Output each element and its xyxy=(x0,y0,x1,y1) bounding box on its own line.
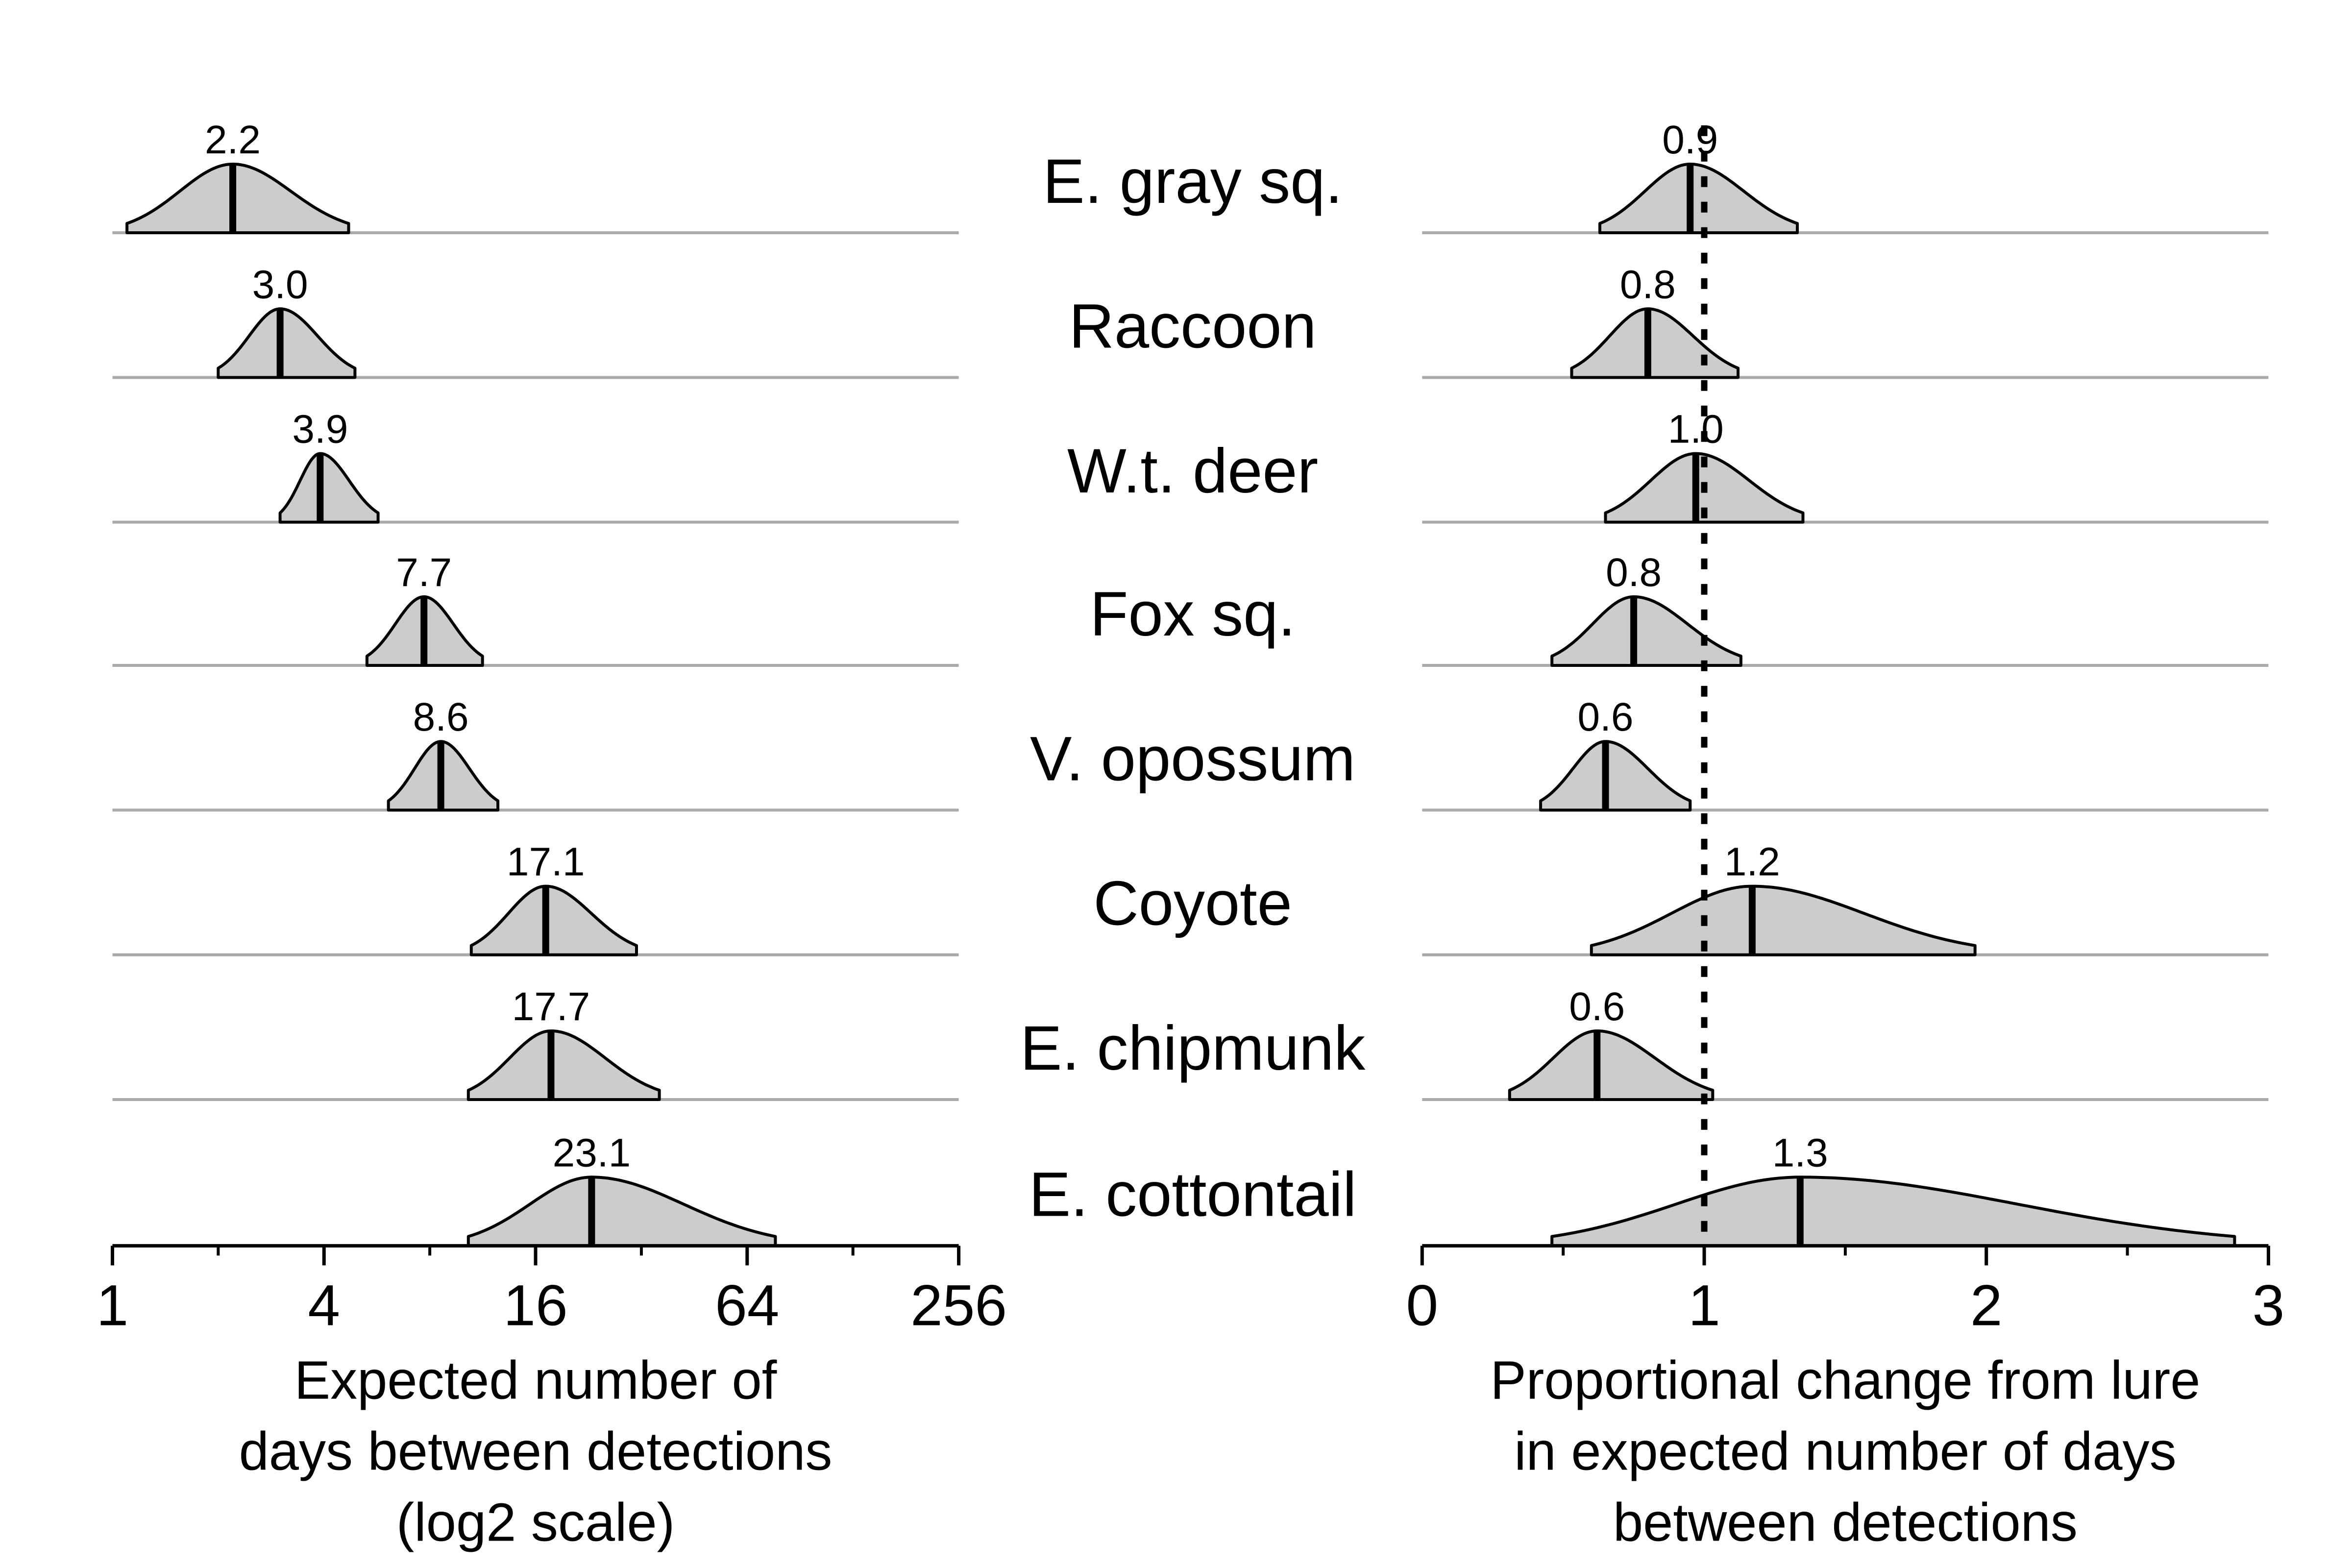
right-value-label: 0.9 xyxy=(1662,118,1718,162)
species-label: Fox sq. xyxy=(1090,579,1296,649)
left-value-label: 8.6 xyxy=(413,695,469,739)
left-value-label: 3.9 xyxy=(292,407,348,452)
left-value-label: 17.1 xyxy=(507,840,585,884)
species-label: W.t. deer xyxy=(1067,436,1318,506)
left-value-label: 2.2 xyxy=(205,118,261,162)
right-x-axis-title: in expected number of days xyxy=(1514,1421,2176,1481)
left-tick-label: 256 xyxy=(910,1273,1007,1338)
right-tick-label: 0 xyxy=(1406,1273,1439,1338)
right-density xyxy=(1550,1176,2236,1248)
right-value-label: 0.6 xyxy=(1578,695,1634,739)
right-value-label: 1.2 xyxy=(1724,840,1780,884)
right-tick-label: 2 xyxy=(1970,1273,2003,1338)
right-density xyxy=(1590,884,1977,956)
species-label: V. opossum xyxy=(1030,724,1355,794)
left-density xyxy=(217,307,357,379)
species-label: E. chipmunk xyxy=(1020,1013,1366,1083)
right-value-label: 0.6 xyxy=(1569,984,1625,1029)
left-value-label: 17.7 xyxy=(512,984,590,1029)
left-x-axis-title: Expected number of xyxy=(294,1350,777,1410)
right-x-axis-title: between detections xyxy=(1613,1492,2078,1552)
species-label: Raccoon xyxy=(1069,291,1317,361)
species-label: E. cottontail xyxy=(1029,1159,1357,1229)
left-x-axis-title: (log2 scale) xyxy=(396,1492,675,1552)
left-density xyxy=(466,1176,777,1248)
species-labels: E. gray sq. Raccoon W.t. deer Fox sq. V. opo… xyxy=(1020,147,1366,1229)
right-value-label: 0.8 xyxy=(1606,550,1662,595)
right-tick-label: 3 xyxy=(2253,1273,2285,1338)
right-density xyxy=(1550,595,1742,667)
right-x-axis-title: Proportional change from lure xyxy=(1490,1350,2200,1410)
right-value-label: 1.0 xyxy=(1668,407,1724,452)
left-tick-label: 64 xyxy=(715,1273,779,1338)
left-value-label: 3.0 xyxy=(252,262,308,307)
left-density xyxy=(466,1029,661,1101)
right-tick-label: 1 xyxy=(1688,1273,1720,1338)
right-panel: 0.9 0.8 1.0 0.8 0.6 1.2 0.6 1.3 0 1 2 3 Proportional… xyxy=(1406,118,2285,1552)
left-panel: 2.2 3.0 3.9 7.7 8.6 17.1 17.7 23.1 1 4 16 64 256 Expe… xyxy=(97,118,1007,1552)
left-density xyxy=(125,162,350,234)
left-tick-label: 16 xyxy=(503,1273,567,1338)
left-value-label: 7.7 xyxy=(396,550,452,595)
left-value-label: 23.1 xyxy=(553,1130,631,1175)
right-value-label: 1.3 xyxy=(1772,1130,1828,1175)
right-density xyxy=(1598,162,1799,234)
left-density xyxy=(469,884,638,956)
left-tick-label: 4 xyxy=(308,1273,340,1338)
right-density xyxy=(1539,740,1692,812)
left-x-axis-title: days between detections xyxy=(239,1421,833,1481)
left-density xyxy=(278,452,380,524)
right-density xyxy=(1570,307,1740,379)
species-label: E. gray sq. xyxy=(1043,147,1343,217)
right-value-label: 0.8 xyxy=(1620,262,1676,307)
left-tick-label: 1 xyxy=(97,1273,129,1338)
species-label: Coyote xyxy=(1093,869,1292,939)
right-density xyxy=(1508,1029,1715,1101)
